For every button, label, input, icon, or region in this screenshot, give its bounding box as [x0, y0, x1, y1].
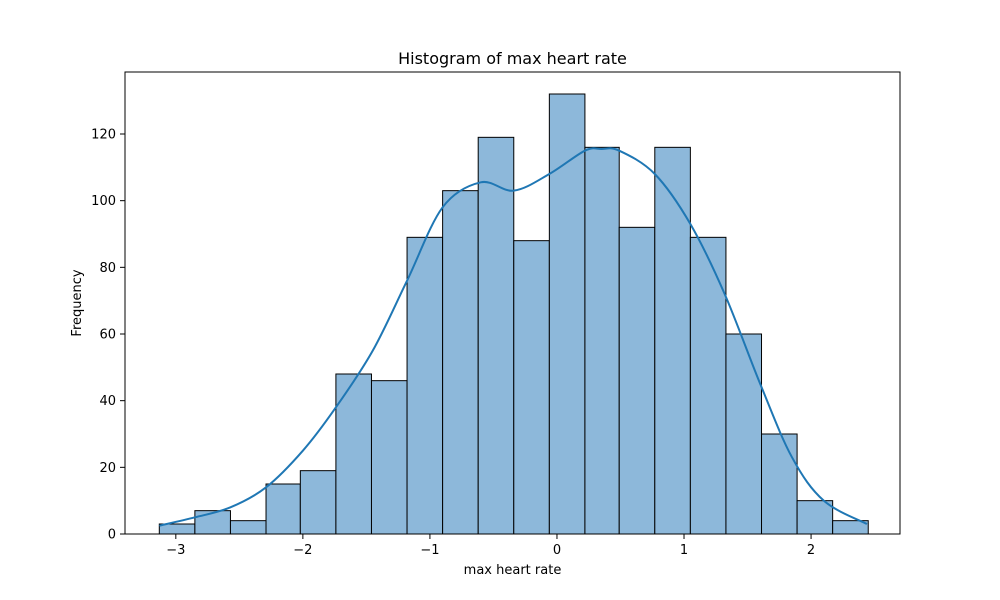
y-tick-label: 80: [99, 261, 116, 276]
plot-border: [124, 71, 901, 535]
x-axis-title: max heart rate: [464, 563, 562, 578]
x-tick-label: −1: [420, 543, 439, 558]
histogram-bar: [689, 236, 727, 535]
histogram-bar: [265, 483, 301, 535]
y-tick-label: 0: [108, 528, 116, 543]
histogram-bar: [654, 146, 691, 535]
chart-title: Histogram of max heart rate: [398, 49, 627, 68]
histogram-bars: [158, 93, 869, 535]
x-axis: −3 −2 −1 0 1 2: [166, 534, 815, 558]
histogram-bar: [725, 333, 763, 535]
x-tick-label: −3: [166, 543, 185, 558]
x-tick-label: −2: [293, 543, 312, 558]
histogram-bar: [477, 136, 515, 535]
histogram-bar: [584, 146, 620, 535]
histogram-bar: [229, 520, 267, 535]
histogram-bar: [796, 500, 834, 535]
x-tick-label: 2: [807, 543, 815, 558]
histogram-bar: [761, 433, 798, 535]
histogram-bar: [548, 93, 586, 535]
y-tick-label: 20: [99, 461, 116, 476]
histogram-bar: [158, 523, 196, 535]
histogram-bar: [370, 380, 408, 535]
y-tick-label: 40: [99, 394, 116, 409]
x-tick-label: 1: [680, 543, 688, 558]
y-tick-label: 120: [91, 128, 116, 143]
y-tick-label: 100: [91, 194, 116, 209]
y-axis: 0 20 40 60 80 100 120: [91, 128, 125, 543]
histogram-bar: [618, 226, 656, 535]
histogram-bar: [194, 510, 231, 535]
y-tick-label: 60: [99, 328, 116, 343]
kde-curve: [159, 147, 868, 527]
y-axis-title: Frequency: [70, 269, 85, 336]
histogram-bar: [406, 236, 444, 535]
histogram-bar: [513, 240, 550, 535]
histogram-bar: [299, 470, 337, 535]
histogram-bar: [442, 190, 479, 535]
x-tick-label: 0: [553, 543, 561, 558]
